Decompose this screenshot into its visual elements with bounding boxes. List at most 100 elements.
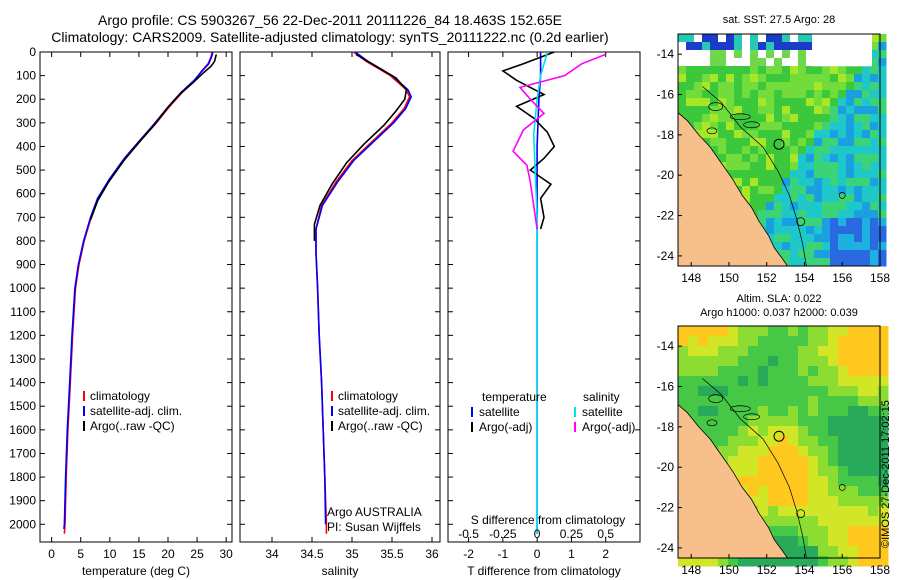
sst-map-cell (710, 138, 719, 147)
sst-map-cell (878, 122, 887, 131)
sla-map-ytick-label: -14 (657, 339, 675, 353)
sst-map-cell (878, 178, 887, 187)
sst-map-cell (710, 74, 719, 83)
sla-map-cell (838, 396, 849, 407)
sst-map-cell (694, 50, 703, 59)
sst-map-cell (702, 42, 711, 51)
sla-map-xtick-label: 148 (681, 563, 701, 577)
sla-map-cell (778, 426, 789, 437)
sla-map-cell (878, 526, 889, 537)
sla-map-cell (788, 336, 799, 347)
sla-map-cell (828, 506, 839, 517)
sst-map-frame (677, 33, 881, 267)
sst-map-cell (862, 178, 871, 187)
sla-map-cell (678, 326, 689, 337)
sla-map-cell (788, 396, 799, 407)
sla-map-cell (788, 426, 799, 437)
sst-map-cell (870, 218, 879, 227)
sla-map-cell (748, 366, 759, 377)
salinity-profile-frame (239, 51, 441, 543)
sst-map-cell (862, 66, 871, 75)
sst-map-cell (742, 178, 751, 187)
sst-map-cell (718, 50, 727, 59)
sst-map-cell (838, 218, 847, 227)
sst-map-cell (774, 66, 783, 75)
sla-map-cell (778, 556, 789, 567)
sst-map-cell (798, 218, 807, 227)
sst-map-cell (870, 242, 879, 251)
sla-map-cell (708, 356, 719, 367)
depth-tick-label: 200 (16, 92, 36, 106)
sla-map-cell (878, 416, 889, 427)
sst-map-cell (718, 42, 727, 51)
sla-map-cell (858, 456, 869, 467)
sla-map-cell (848, 526, 859, 537)
argo-program-label: Argo AUSTRALIA (327, 505, 422, 519)
depth-tick-label: 1400 (9, 376, 36, 390)
sst-map-cell (790, 202, 799, 211)
sst-map-cell (846, 98, 855, 107)
sla-map-cell (848, 426, 859, 437)
difference-profile-xtick-label: 1 (568, 547, 575, 561)
sst-map-cell (710, 58, 719, 67)
sla-map-cell (738, 476, 749, 487)
sla-map-cell (688, 356, 699, 367)
sst-map-cell (878, 98, 887, 107)
sst-map-cell (806, 146, 815, 155)
sla-map-cell (678, 386, 689, 397)
sst-map-cell (862, 186, 871, 195)
sla-map-cell (868, 466, 879, 477)
sla-map-cell (818, 416, 829, 427)
sst-map-cell (750, 130, 759, 139)
sst-map-cell (878, 90, 887, 99)
sla-map-cell (788, 476, 799, 487)
sst-map-cell (814, 66, 823, 75)
sst-map-cell (854, 250, 863, 259)
sla-map-cell (828, 476, 839, 487)
sla-map-title-2: Argo h1000: 0.037 h2000: 0.039 (700, 307, 858, 319)
sla-map-cell (868, 456, 879, 467)
sst-map-cell (854, 66, 863, 75)
sla-map-cell (818, 386, 829, 397)
sla-map-frame (677, 325, 881, 559)
sst-map-cell (734, 114, 743, 123)
sst-map-cell (742, 170, 751, 179)
sla-map-cell (768, 366, 779, 377)
sla-map-cell (788, 516, 799, 527)
sst-map-cell (686, 34, 695, 43)
sla-map-cell (798, 336, 809, 347)
sst-map-cell (782, 34, 791, 43)
sla-map-cell (708, 436, 719, 447)
sla-map-cell (858, 356, 869, 367)
sla-map-cell (818, 366, 829, 377)
sla-map-xtick-label: 150 (719, 563, 739, 577)
sst-map-cell (870, 162, 879, 171)
sst-map-cell (710, 34, 719, 43)
sla-map-cell (828, 426, 839, 437)
sla-map-cell (698, 326, 709, 337)
sst-map-cell (798, 106, 807, 115)
sla-map-land (677, 403, 789, 559)
salinity-profile-legend-label: climatology (338, 389, 398, 403)
sla-map-cell (688, 346, 699, 357)
sla-map-cell (848, 396, 859, 407)
sst-map-cell (846, 130, 855, 139)
sst-map-cell (742, 34, 751, 43)
sla-map-ytick-label: -18 (657, 420, 675, 434)
sst-map-cell (790, 154, 799, 163)
sst-map-cell (790, 226, 799, 235)
sst-map-cell (718, 146, 727, 155)
sla-map-cell (858, 506, 869, 517)
sla-map-cell (868, 446, 879, 457)
sst-map-cell (870, 146, 879, 155)
sst-map-cell (870, 130, 879, 139)
sst-map-cell (822, 210, 831, 219)
sla-map-cell (828, 556, 839, 567)
sst-map-reef-outline (743, 121, 760, 129)
sst-map-cell (806, 114, 815, 123)
sla-map-cell (838, 516, 849, 527)
sla-map-cell (688, 336, 699, 347)
sst-map-cell (750, 154, 759, 163)
sla-map-reef-outline (796, 509, 806, 518)
sla-map-cell (878, 336, 889, 347)
